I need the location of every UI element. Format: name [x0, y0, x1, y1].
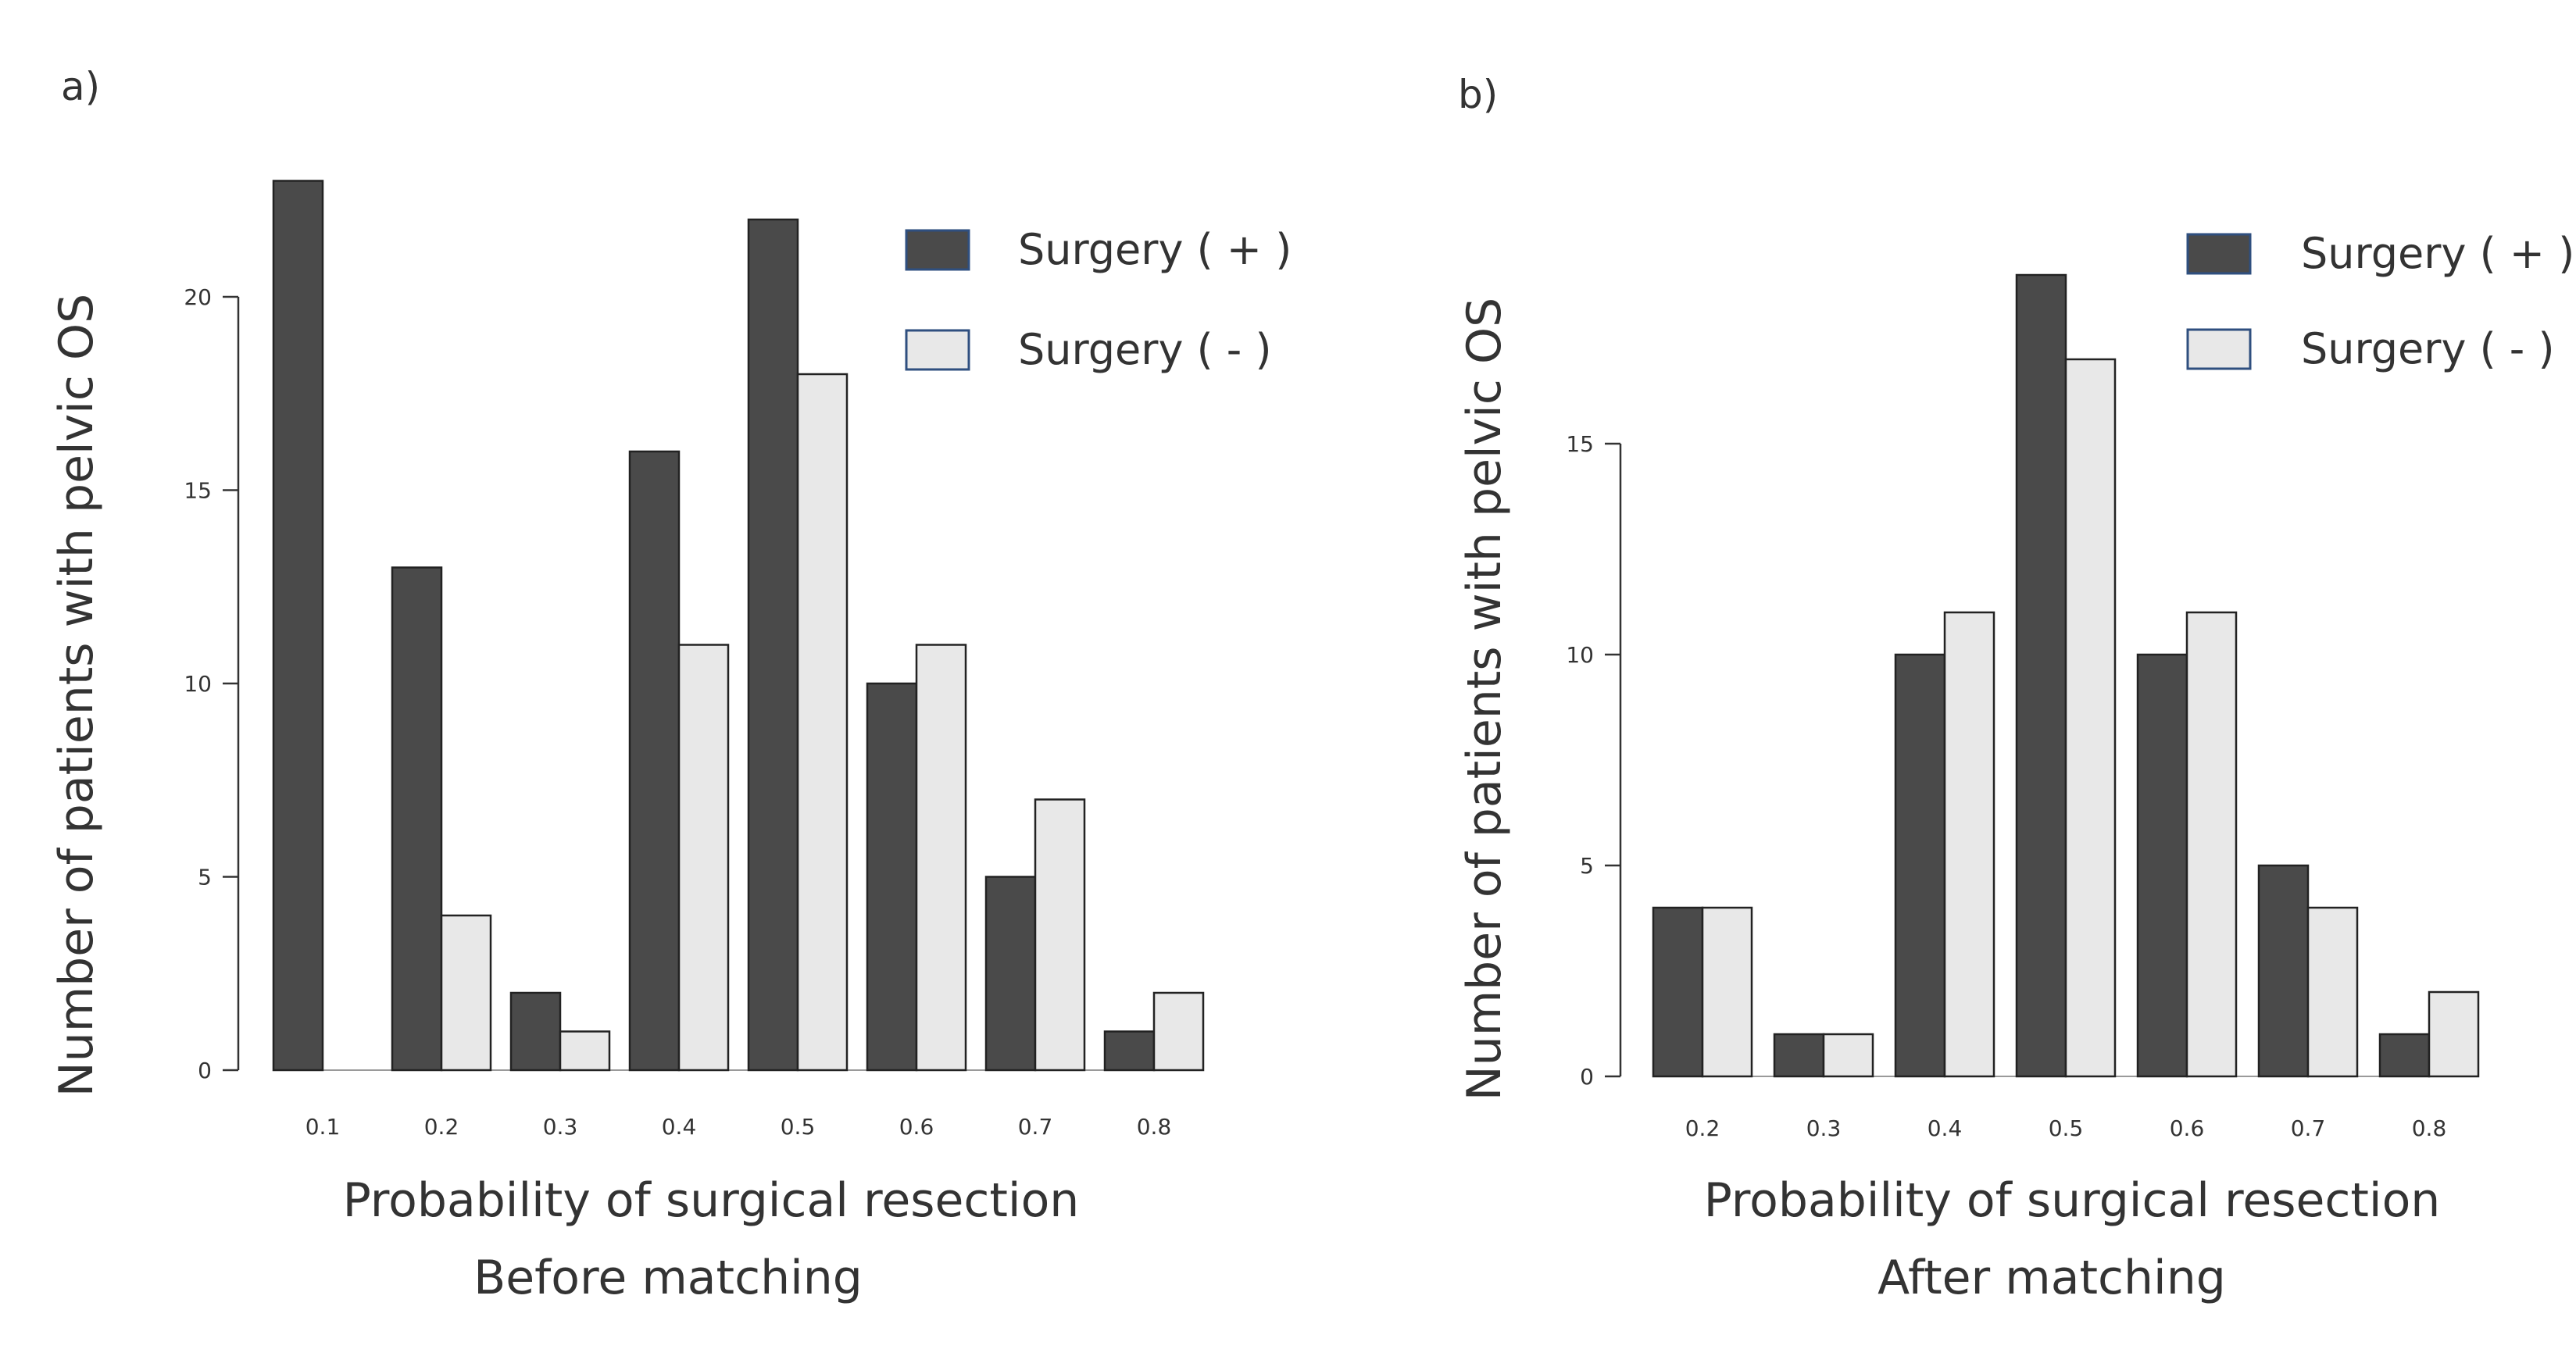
bar-surgery-minus-0.2	[440, 914, 492, 1072]
bar-surgery-minus-0.8	[1152, 991, 1205, 1072]
x-axis-b: 0.2 0.3 0.4 0.5 0.6 0.7 0.8	[1653, 1076, 2478, 1141]
chart-title-b: After matching	[1878, 1251, 2226, 1305]
bar-surgery-minus-0.4	[677, 644, 730, 1072]
y-axis-title-a: Number of patients with pelvic OS	[49, 294, 104, 1097]
panel-after-matching: b) 0 5 10 15 0.2 0.3 0.4 0.5 0.6 0.7 0.8 Surgery …	[1457, 72, 2574, 1305]
x-tick-label: 0.5	[781, 1114, 816, 1140]
bar-surgery-plus-0.7	[2257, 864, 2310, 1078]
y-tick-label: 5	[198, 865, 212, 890]
y-axis-title-b: Number of patients with pelvic OS	[1457, 298, 1512, 1101]
bar-surgery-minus-0.7	[1034, 798, 1086, 1072]
bar-surgery-plus-0.4	[628, 450, 681, 1072]
bar-surgery-plus-0.2	[1652, 906, 1704, 1078]
bar-surgery-minus-0.4	[1943, 611, 1995, 1078]
panel-label-b: b)	[1458, 72, 1498, 117]
bar-surgery-plus-0.1	[272, 180, 324, 1072]
y-tick-label: 10	[184, 671, 212, 697]
bar-surgery-plus-0.6	[2136, 653, 2188, 1078]
bar-surgery-plus-0.7	[984, 876, 1037, 1072]
legend-label-surgery-minus: Surgery ( - )	[2301, 324, 2555, 373]
x-tick-label: 0.6	[2170, 1115, 2205, 1141]
legend-swatch-surgery-plus	[905, 229, 970, 271]
legend-b: Surgery ( + ) Surgery ( - )	[2186, 229, 2574, 373]
bar-surgery-plus-0.5	[2015, 273, 2067, 1078]
x-axis-title-a: Probability of surgical resection	[343, 1173, 1080, 1228]
x-tick-label: 0.4	[662, 1114, 697, 1140]
bar-surgery-plus-0.2	[391, 566, 443, 1072]
x-tick-label: 0.3	[543, 1114, 578, 1140]
x-tick-label: 0.7	[2291, 1115, 2326, 1141]
y-axis-b: 0 5 10 15	[1566, 431, 1622, 1090]
bar-surgery-plus-0.5	[747, 218, 799, 1072]
y-tick-label: 15	[1566, 431, 1594, 457]
legend-swatch-surgery-minus	[905, 329, 970, 371]
legend-label-surgery-plus: Surgery ( + )	[2301, 229, 2574, 278]
panel-label-a: a)	[61, 64, 100, 109]
bar-surgery-minus-0.6	[915, 644, 967, 1072]
y-axis-a: 0 5 10 15 20	[184, 284, 240, 1083]
y-tick-label: 20	[184, 284, 212, 310]
panel-before-matching: a) 0 5 10 15 20 0.1 0.2 0.3 0.4 0.5 0.6 0.7 0.8 Sur…	[49, 64, 1292, 1305]
x-tick-label: 0.2	[1685, 1115, 1720, 1141]
x-tick-label: 0.3	[1806, 1115, 1842, 1141]
x-tick-label: 0.5	[2049, 1115, 2084, 1141]
bar-surgery-minus-0.5	[2064, 358, 2117, 1078]
y-tick-label: 15	[184, 478, 212, 504]
y-tick-label: 10	[1566, 642, 1594, 668]
bars-b	[1652, 273, 2480, 1078]
chart-title-a: Before matching	[473, 1251, 863, 1305]
legend-swatch-surgery-plus	[2186, 233, 2252, 275]
y-tick-label: 5	[1580, 853, 1594, 879]
bar-surgery-plus-0.3	[509, 991, 562, 1072]
x-tick-label: 0.8	[1137, 1114, 1172, 1140]
legend-a: Surgery ( + ) Surgery ( - )	[905, 225, 1292, 374]
bar-surgery-minus-0.5	[796, 373, 849, 1072]
y-tick-label: 0	[1580, 1064, 1594, 1090]
bar-surgery-plus-0.8	[2378, 1033, 2431, 1078]
bar-surgery-plus-0.4	[1894, 653, 1946, 1078]
legend-label-surgery-minus: Surgery ( - )	[1018, 325, 1272, 374]
x-tick-label: 0.6	[899, 1114, 934, 1140]
x-tick-label: 0.2	[424, 1114, 459, 1140]
x-axis-title-b: Probability of surgical resection	[1704, 1173, 2441, 1228]
legend-label-surgery-plus: Surgery ( + )	[1018, 225, 1292, 274]
bar-surgery-minus-0.3	[1822, 1033, 1874, 1078]
x-tick-label: 0.7	[1018, 1114, 1053, 1140]
x-axis-a: 0.1 0.2 0.3 0.4 0.5 0.6 0.7 0.8	[273, 1069, 1203, 1140]
bar-surgery-minus-0.2	[1701, 906, 1753, 1078]
bar-surgery-plus-0.3	[1773, 1033, 1825, 1078]
bar-surgery-minus-0.6	[2185, 611, 2238, 1078]
bar-surgery-minus-0.3	[559, 1030, 611, 1072]
bar-surgery-plus-0.6	[866, 682, 918, 1072]
bar-surgery-minus-0.7	[2306, 906, 2359, 1078]
bars-a	[272, 180, 1205, 1072]
x-tick-label: 0.4	[1928, 1115, 1963, 1141]
bar-surgery-plus-0.8	[1103, 1030, 1156, 1072]
x-tick-label: 0.1	[305, 1114, 341, 1140]
legend-swatch-surgery-minus	[2186, 328, 2252, 370]
y-tick-label: 0	[198, 1058, 212, 1083]
x-tick-label: 0.8	[2412, 1115, 2447, 1141]
bar-surgery-minus-0.8	[2428, 990, 2480, 1078]
